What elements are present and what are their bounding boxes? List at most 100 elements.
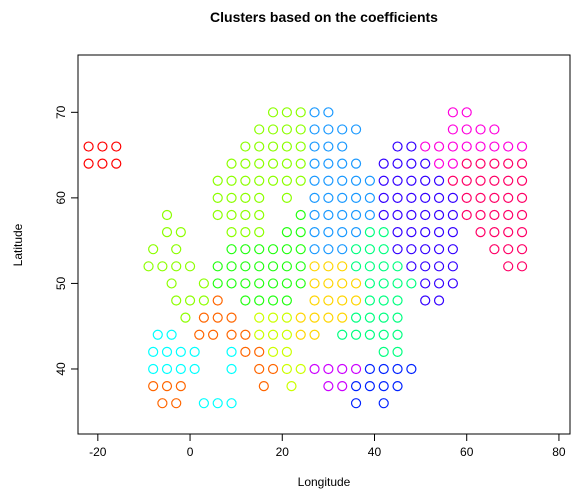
point	[254, 226, 265, 238]
point	[433, 141, 445, 152]
x-tick-label: 80	[552, 445, 566, 459]
y-tick-label: 60	[54, 191, 68, 205]
point	[378, 226, 389, 238]
point	[267, 329, 279, 340]
point	[281, 244, 292, 255]
point	[447, 244, 458, 255]
point	[309, 278, 320, 289]
point	[433, 192, 445, 203]
point	[350, 209, 362, 221]
point	[161, 346, 173, 357]
point	[392, 209, 403, 221]
point	[420, 226, 431, 238]
point	[157, 261, 168, 272]
point	[281, 141, 292, 152]
point	[226, 244, 237, 255]
point	[337, 175, 348, 186]
point	[461, 209, 472, 221]
point	[406, 363, 417, 375]
point	[309, 192, 320, 203]
point	[350, 244, 362, 255]
point	[392, 312, 403, 323]
point	[447, 261, 458, 272]
point	[148, 346, 159, 357]
point	[503, 209, 514, 221]
point	[392, 363, 403, 375]
x-tick-label: 60	[460, 445, 474, 459]
point	[323, 295, 334, 306]
point	[392, 329, 403, 340]
point	[295, 158, 306, 169]
point	[350, 192, 362, 203]
point	[175, 346, 186, 357]
point	[392, 175, 403, 186]
point	[83, 141, 94, 152]
point	[364, 261, 375, 272]
point	[350, 278, 362, 289]
point	[254, 329, 265, 340]
point	[475, 175, 486, 186]
point	[240, 278, 251, 289]
point	[337, 278, 348, 289]
point	[281, 329, 292, 340]
point	[461, 192, 472, 203]
point	[447, 278, 458, 289]
point	[267, 295, 279, 306]
point	[447, 124, 458, 135]
point	[143, 261, 154, 272]
point	[378, 312, 389, 323]
point	[226, 209, 237, 221]
point	[420, 278, 431, 289]
point	[212, 398, 223, 409]
point	[420, 209, 431, 221]
point	[226, 329, 237, 340]
chart-title: Clusters based on the coefficients	[210, 9, 438, 25]
point	[226, 398, 237, 409]
point	[420, 261, 431, 272]
point	[475, 124, 486, 135]
point	[364, 209, 375, 221]
point	[433, 209, 445, 221]
point	[152, 329, 163, 340]
point	[309, 158, 320, 169]
point	[350, 329, 362, 340]
point	[254, 124, 265, 135]
point	[337, 158, 348, 169]
point	[157, 398, 168, 409]
point	[175, 363, 186, 375]
point	[447, 209, 458, 221]
point	[198, 312, 209, 323]
y-tick-label: 50	[54, 276, 68, 290]
point	[212, 175, 223, 186]
point	[226, 261, 237, 272]
point	[161, 226, 173, 238]
point	[475, 158, 486, 169]
x-tick-label: 20	[276, 445, 290, 459]
point	[489, 244, 500, 255]
point	[148, 363, 159, 375]
point	[295, 363, 306, 375]
point	[148, 244, 159, 255]
point	[364, 295, 375, 306]
point	[433, 175, 445, 186]
point	[171, 244, 182, 255]
point	[323, 261, 334, 272]
point	[489, 175, 500, 186]
point	[254, 192, 265, 203]
point	[350, 295, 362, 306]
point	[489, 124, 500, 135]
point	[148, 380, 159, 392]
y-tick-label: 40	[54, 362, 68, 376]
point	[503, 141, 514, 152]
point	[212, 192, 223, 203]
point	[323, 312, 334, 323]
point	[267, 346, 279, 357]
point	[378, 192, 389, 203]
point	[161, 209, 173, 221]
point	[406, 158, 417, 169]
point	[350, 175, 362, 186]
point	[295, 141, 306, 152]
point	[420, 141, 431, 152]
point	[489, 192, 500, 203]
